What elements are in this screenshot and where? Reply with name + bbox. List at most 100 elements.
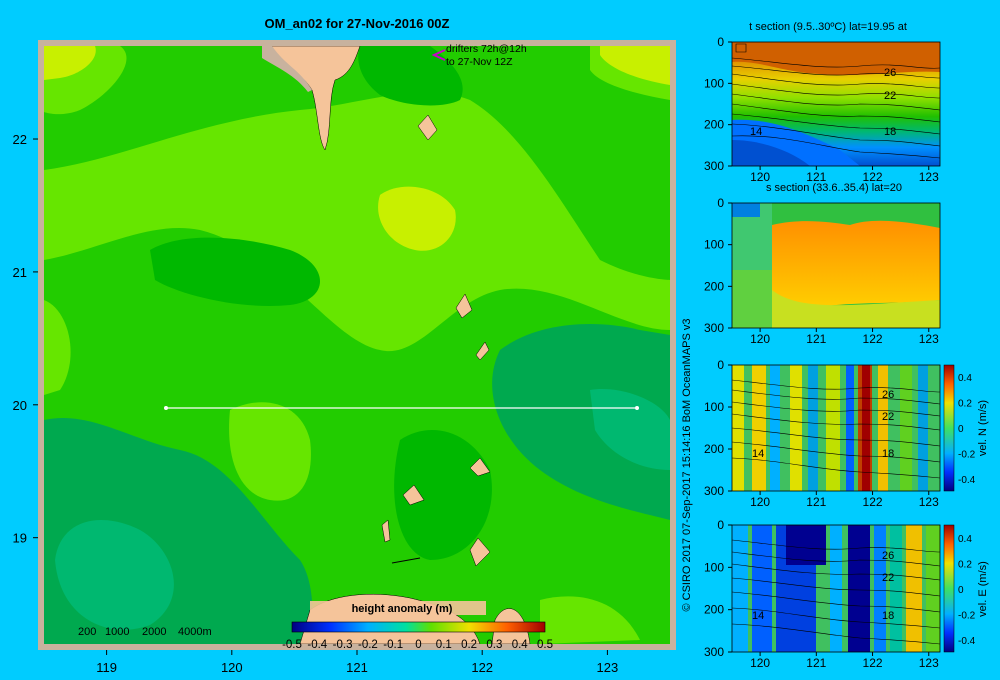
side-y-tick-label: 100 — [704, 400, 724, 414]
drifter-annotation: drifters 72h@12h to 27-Nov 12Z — [431, 43, 527, 68]
vel-e-panel: 26 22 18 14 120 121 122 123 0 100 200 300 vel. … — [704, 518, 989, 670]
credit-text: © CSIRO 2017 07-Sep-2017 15:14:16 BoM Oc… — [681, 318, 693, 611]
side-y-tick-label: 200 — [704, 442, 724, 456]
colorbar-tick-label: 0.2 — [461, 639, 477, 651]
vel-colorbar-tick-label: -0.2 — [958, 450, 976, 461]
side-x-tick-label: 120 — [750, 495, 770, 509]
vel-n-colorbar-label: vel. N (m/s) — [977, 400, 989, 456]
side-y-tick-label: 200 — [704, 279, 724, 293]
side-y-tick-label: 100 — [704, 76, 724, 90]
side-x-tick-label: 120 — [750, 332, 770, 346]
t-section-panel: t section (9.5..30ºC) lat=19.95 at 26 22 — [704, 21, 941, 184]
map-y-tick-label: 21 — [13, 265, 27, 280]
side-x-tick-label: 120 — [750, 656, 770, 670]
drifter-text-line2: to 27-Nov 12Z — [446, 56, 513, 68]
colorbar-label: height anomaly (m) — [352, 603, 453, 615]
map-x-tick-label: 119 — [96, 660, 117, 675]
side-x-tick-label: 121 — [806, 332, 826, 346]
depth-scale-legend: 200 1000 2000 4000m — [78, 626, 212, 638]
colorbar-tick-label: 0.3 — [486, 639, 502, 651]
colorbar-tick-label: -0.4 — [307, 639, 327, 651]
side-x-tick-label: 122 — [863, 656, 883, 670]
colorbar-tick-label: -0.5 — [282, 639, 302, 651]
map-y-tick-label: 20 — [13, 398, 27, 413]
drifter-text-line1: drifters 72h@12h — [446, 43, 527, 55]
scale-label-200: 200 — [78, 626, 96, 638]
vn-contour-14: 14 — [752, 448, 764, 460]
side-x-tick-label: 123 — [919, 170, 939, 184]
colorbar-tick-label: -0.1 — [383, 639, 403, 651]
scale-label-4000m: 4000m — [178, 626, 212, 638]
t-contour-26: 26 — [884, 67, 896, 79]
vel-colorbar-tick-label: 0 — [958, 424, 964, 435]
side-x-tick-label: 122 — [863, 495, 883, 509]
side-y-tick-label: 100 — [704, 238, 724, 252]
side-x-tick-label: 123 — [919, 332, 939, 346]
map-x-tick-label: 120 — [221, 660, 243, 675]
colorbar-tick-label: -0.3 — [333, 639, 353, 651]
map-y-tick-label: 19 — [13, 531, 27, 546]
vel-n-panel: 26 22 18 14 120 121 122 123 0 100 200 300 vel. … — [704, 358, 989, 509]
t-contour-18: 18 — [884, 126, 896, 138]
colorbar-gradient — [291, 621, 546, 633]
vel-colorbar-tick-label: 0.4 — [958, 373, 972, 384]
side-x-tick-label: 121 — [806, 656, 826, 670]
s-section-panel: s section (33.6..35.4) lat=20 120 121 122 1… — [704, 182, 941, 346]
side-x-tick-label: 122 — [863, 332, 883, 346]
ve-contour-26: 26 — [882, 550, 894, 562]
map-x-tick-label: 122 — [471, 660, 493, 675]
side-x-tick-label: 123 — [919, 656, 939, 670]
colorbar-tick-label: 0 — [415, 639, 421, 651]
side-y-tick-label: 300 — [704, 159, 724, 173]
t-section-title: t section (9.5..30ºC) lat=19.95 at — [749, 21, 907, 33]
section-line — [164, 406, 639, 410]
vn-contour-22: 22 — [882, 411, 894, 423]
map-x-tick-label: 121 — [346, 660, 368, 675]
side-x-tick-label: 123 — [919, 495, 939, 509]
vn-contour-26: 26 — [882, 389, 894, 401]
vel-e-colorbar: vel. E (m/s) 0.4 0.2 0 -0.2 -0.4 — [943, 524, 989, 653]
height-anomaly-field — [44, 46, 670, 644]
side-y-tick-label: 200 — [704, 603, 724, 617]
side-x-tick-label: 122 — [863, 170, 883, 184]
vel-colorbar-tick-label: -0.2 — [958, 611, 976, 622]
vel-colorbar-tick-label: -0.4 — [958, 475, 976, 486]
side-y-tick-label: 0 — [717, 518, 724, 532]
side-x-tick-label: 120 — [750, 170, 770, 184]
side-y-tick-label: 0 — [717, 358, 724, 372]
scale-label-2000: 2000 — [142, 626, 166, 638]
side-y-tick-label: 300 — [704, 645, 724, 659]
ve-contour-18: 18 — [882, 610, 894, 622]
map-y-tick-label: 22 — [13, 132, 27, 147]
height-colorbar: height anomaly (m) -0.5 -0.4 -0.3 -0.2 -0.1 0… — [282, 601, 553, 651]
side-y-tick-label: 0 — [717, 196, 724, 210]
side-y-tick-label: 300 — [704, 484, 724, 498]
colorbar-tick-label: 0.5 — [537, 639, 553, 651]
vel-colorbar-tick-label: 0.2 — [958, 560, 972, 571]
map-axes: 119 120 121 122 123 19 20 21 22 — [13, 132, 619, 675]
vel-colorbar-tick-label: -0.4 — [958, 636, 976, 647]
side-y-tick-label: 0 — [717, 35, 724, 49]
scale-label-1000: 1000 — [105, 626, 129, 638]
t-contour-14: 14 — [750, 126, 762, 138]
colorbar-tick-label: -0.2 — [358, 639, 378, 651]
colorbar-tick-label: 0.4 — [512, 639, 529, 651]
vel-e-colorbar-label: vel. E (m/s) — [977, 561, 989, 617]
colorbar-tick-label: 0.1 — [436, 639, 452, 651]
side-y-tick-label: 100 — [704, 560, 724, 574]
side-x-tick-label: 121 — [806, 170, 826, 184]
vn-contour-18: 18 — [882, 448, 894, 460]
t-contour-22: 22 — [884, 90, 896, 102]
side-x-tick-label: 121 — [806, 495, 826, 509]
s-section-title: s section (33.6..35.4) lat=20 — [766, 182, 902, 194]
map-x-tick-label: 123 — [597, 660, 619, 675]
map-title: OM_an02 for 27-Nov-2016 00Z — [265, 16, 450, 31]
vel-colorbar-tick-label: 0.2 — [958, 399, 972, 410]
ve-contour-14: 14 — [752, 610, 764, 622]
side-y-tick-label: 300 — [704, 321, 724, 335]
vel-colorbar-tick-label: 0.4 — [958, 534, 972, 545]
vel-n-colorbar: vel. N (m/s) 0.4 0.2 0 -0.2 -0.4 — [943, 364, 989, 492]
vel-colorbar-tick-label: 0 — [958, 585, 964, 596]
side-y-tick-label: 200 — [704, 118, 724, 132]
